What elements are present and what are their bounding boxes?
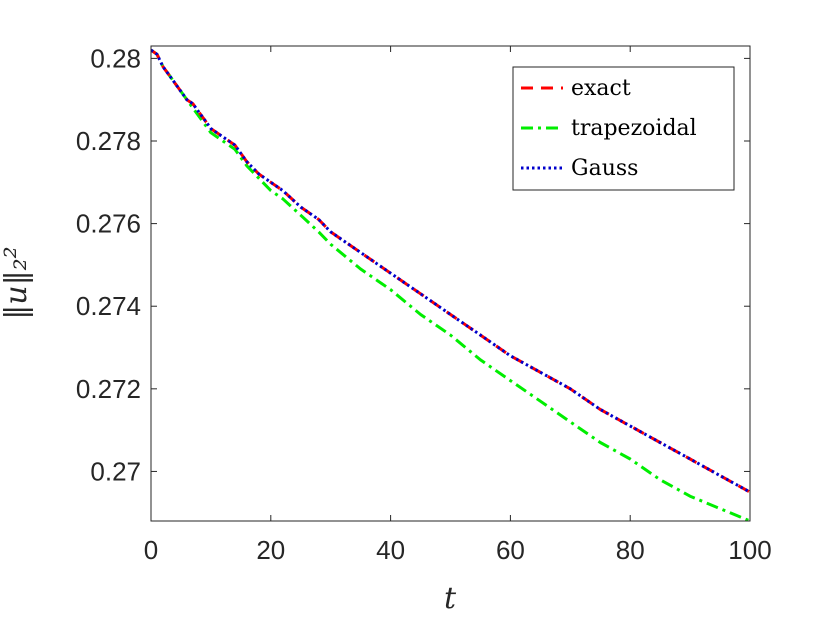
y-tick-label: 0.272 bbox=[76, 374, 141, 404]
y-tick-label: 0.28 bbox=[90, 43, 141, 73]
y-tick-label: 0.27 bbox=[90, 456, 141, 486]
plot-frame bbox=[150, 45, 751, 522]
y-tick-label: 0.278 bbox=[76, 126, 141, 156]
x-tick-label: 40 bbox=[376, 535, 405, 565]
x-axis-label: t bbox=[444, 581, 457, 616]
series-layer bbox=[151, 48, 750, 521]
x-tick-label: 100 bbox=[728, 535, 771, 565]
y-tick-label: 0.276 bbox=[76, 209, 141, 239]
x-tick-label: 60 bbox=[496, 535, 525, 565]
y-axis-label: ‖u‖₂² bbox=[0, 246, 34, 319]
legend: exact trapezoidal Gauss bbox=[512, 66, 735, 191]
axis-ticks: 0 20 40 60 80 100 0.27 0.272 0.274 0.276 0.278 0.28 bbox=[76, 43, 772, 565]
x-tick-label: 20 bbox=[256, 535, 285, 565]
legend-label-exact: exact bbox=[571, 76, 631, 101]
series-line-exact bbox=[151, 48, 750, 494]
x-tick-label: 80 bbox=[616, 535, 645, 565]
x-tick-label: 0 bbox=[144, 535, 158, 565]
legend-entries: exact trapezoidal Gauss bbox=[521, 76, 697, 181]
y-tick-label: 0.274 bbox=[76, 291, 141, 321]
legend-label-trapezoidal: trapezoidal bbox=[571, 116, 697, 141]
legend-label-gauss: Gauss bbox=[571, 156, 638, 181]
series-line-gauss bbox=[151, 48, 750, 494]
